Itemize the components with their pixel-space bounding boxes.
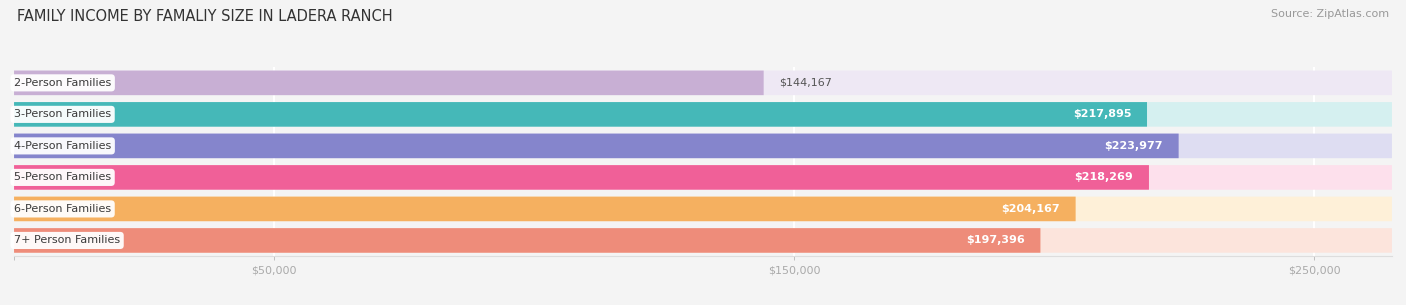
FancyBboxPatch shape [14, 197, 1076, 221]
Text: Source: ZipAtlas.com: Source: ZipAtlas.com [1271, 9, 1389, 19]
Text: 5-Person Families: 5-Person Families [14, 172, 111, 182]
FancyBboxPatch shape [14, 197, 1392, 221]
Text: $204,167: $204,167 [1001, 204, 1060, 214]
Text: 7+ Person Families: 7+ Person Families [14, 235, 120, 246]
FancyBboxPatch shape [14, 134, 1178, 158]
Text: $197,396: $197,396 [966, 235, 1025, 246]
Text: 2-Person Families: 2-Person Families [14, 78, 111, 88]
FancyBboxPatch shape [14, 70, 763, 95]
FancyBboxPatch shape [14, 228, 1392, 253]
Text: 4-Person Families: 4-Person Families [14, 141, 111, 151]
Text: 6-Person Families: 6-Person Families [14, 204, 111, 214]
FancyBboxPatch shape [14, 70, 1392, 95]
FancyBboxPatch shape [14, 165, 1392, 190]
Text: $144,167: $144,167 [779, 78, 832, 88]
Text: 3-Person Families: 3-Person Families [14, 109, 111, 119]
FancyBboxPatch shape [14, 165, 1149, 190]
FancyBboxPatch shape [14, 102, 1147, 127]
FancyBboxPatch shape [14, 102, 1392, 127]
FancyBboxPatch shape [14, 134, 1392, 158]
Text: $218,269: $218,269 [1074, 172, 1133, 182]
Text: $223,977: $223,977 [1105, 141, 1163, 151]
Text: FAMILY INCOME BY FAMALIY SIZE IN LADERA RANCH: FAMILY INCOME BY FAMALIY SIZE IN LADERA … [17, 9, 392, 24]
Text: $217,895: $217,895 [1073, 109, 1132, 119]
FancyBboxPatch shape [14, 228, 1040, 253]
